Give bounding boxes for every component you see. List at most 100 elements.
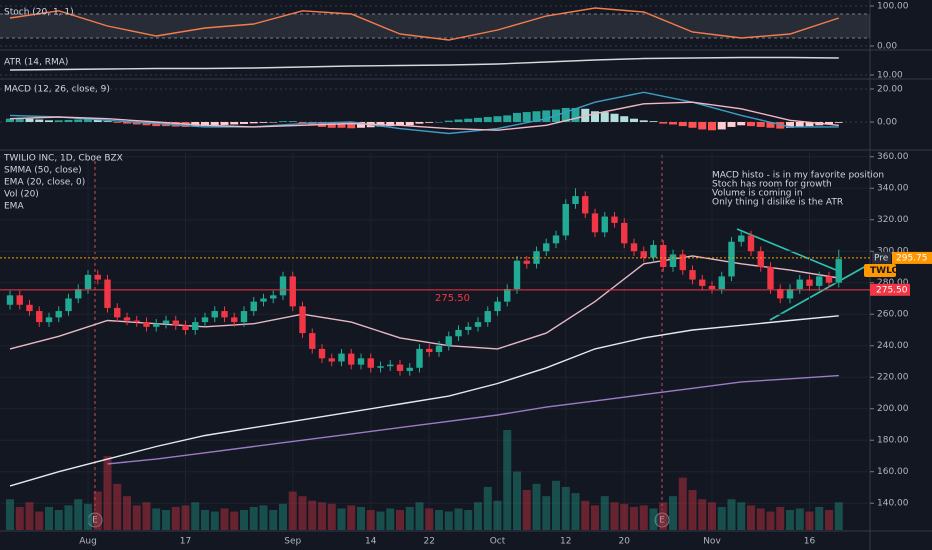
y-tick-label: 240.00: [877, 341, 909, 351]
candle-body: [660, 244, 667, 267]
volume-bar: [786, 510, 794, 530]
candle-body: [162, 320, 170, 324]
candle-body: [377, 366, 384, 368]
histogram-bar: [405, 121, 414, 126]
candle-body: [513, 260, 521, 290]
histogram-bar: [600, 112, 609, 122]
histogram-bar: [747, 121, 755, 127]
volume-bar: [708, 502, 716, 530]
price-label: 275.50: [876, 285, 908, 295]
volume-bar: [776, 506, 785, 530]
y-tick-label: 20.00: [877, 84, 903, 94]
series-line: [9, 7, 840, 41]
histogram-bar: [766, 121, 775, 128]
x-tick-label: Sep: [284, 537, 301, 547]
histogram-bar: [717, 121, 726, 130]
histogram-bar: [474, 117, 482, 122]
volume-bar: [737, 502, 746, 530]
histogram-bar: [347, 121, 356, 129]
volume-bar: [357, 506, 365, 530]
volume-bar: [103, 456, 112, 530]
candle-body: [572, 196, 579, 204]
y-tick-label: 200.00: [877, 404, 909, 414]
trend-line[interactable]: [769, 265, 867, 321]
candle-body: [796, 279, 803, 290]
x-tick-label: 17: [180, 537, 191, 547]
volume-bar: [15, 506, 24, 530]
candle-body: [777, 289, 784, 299]
volume-bar: [123, 496, 131, 530]
volume-bar: [513, 471, 521, 530]
volume-bar: [425, 508, 434, 530]
candle-body: [650, 244, 657, 258]
volume-bar: [834, 502, 843, 530]
histogram-bar: [493, 116, 502, 122]
candle-body: [231, 317, 238, 323]
volume-bar: [747, 505, 755, 530]
annotation: Volume is coming in: [712, 189, 803, 199]
candle-body: [611, 216, 618, 223]
candle-body: [474, 322, 482, 327]
volume-bar: [805, 511, 814, 530]
event-marker[interactable]: [654, 512, 670, 528]
histogram-bar: [678, 121, 687, 127]
candle-body: [387, 364, 394, 367]
candle-body: [416, 348, 423, 368]
histogram-bar: [74, 119, 83, 122]
volume-bar: [493, 500, 502, 530]
histogram-bar: [708, 121, 716, 131]
volume-bar: [561, 486, 570, 530]
histogram-bar: [396, 121, 404, 126]
candle-body: [289, 276, 296, 307]
volume-bar: [396, 510, 404, 530]
histogram-bar: [357, 121, 365, 128]
candle-body: [806, 279, 813, 286]
histogram-bar: [84, 119, 92, 122]
candle-body: [153, 323, 160, 327]
price-label: 295.75: [896, 253, 928, 263]
volume-bar: [298, 496, 307, 530]
candle-body: [279, 276, 287, 296]
histogram-bar: [103, 121, 112, 122]
volume-bar: [113, 483, 122, 530]
histogram-bar: [756, 121, 765, 127]
y-tick-label: 340.00: [877, 184, 909, 194]
candle-body: [504, 289, 511, 302]
histogram-bar: [415, 121, 424, 124]
volume-bar: [454, 508, 463, 530]
volume-bar: [162, 510, 170, 530]
histogram-bar: [93, 119, 102, 122]
candle-body: [133, 320, 140, 323]
candle-body: [679, 254, 686, 271]
volume-bar: [45, 506, 53, 530]
candle-body: [123, 317, 131, 321]
candle-body: [747, 235, 755, 252]
volume-bar: [591, 505, 599, 530]
candle-body: [825, 276, 833, 283]
candle-body: [45, 317, 53, 323]
histogram-bar: [240, 121, 248, 124]
volume-bar: [630, 506, 638, 530]
histogram-bar: [113, 121, 122, 123]
histogram-bar: [444, 120, 453, 122]
candle-body: [786, 289, 794, 299]
volume-bar: [717, 506, 726, 530]
volume-bar: [815, 506, 824, 530]
volume-bar: [74, 499, 83, 530]
candle-body: [240, 311, 248, 323]
y-tick-label: 180.00: [877, 436, 909, 446]
histogram-bar: [454, 119, 463, 122]
histogram-bar: [288, 121, 297, 122]
candle-body: [211, 311, 218, 318]
legend-entry: EMA: [4, 202, 24, 212]
histogram-bar: [620, 116, 629, 122]
candle-body: [104, 279, 111, 308]
volume-bar: [474, 502, 482, 530]
y-tick-label: 140.00: [877, 499, 909, 509]
volume-bar: [347, 505, 356, 530]
volume-bar: [698, 499, 707, 530]
event-label: E: [92, 516, 98, 526]
histogram-bar: [269, 121, 278, 123]
volume-bar: [54, 510, 63, 530]
